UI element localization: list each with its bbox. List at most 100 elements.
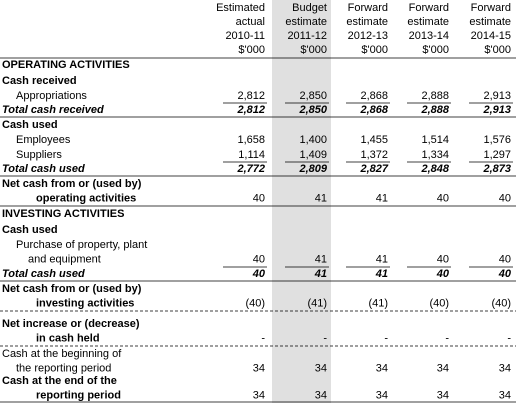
column-header: Estimated xyxy=(216,2,265,14)
row-label: OPERATING ACTIVITIES xyxy=(2,59,130,71)
cell-value: 2,848 xyxy=(420,163,449,175)
row-label: Cash at the end of the xyxy=(2,375,117,387)
cell-value: 34 xyxy=(376,362,388,374)
cell-value: 1,297 xyxy=(483,149,511,161)
row-label: INVESTING ACTIVITIES xyxy=(2,208,124,220)
cell-value: 41 xyxy=(376,192,388,204)
column-header: estimate xyxy=(285,16,327,28)
cell-value: 41 xyxy=(314,268,327,280)
row-label: investing activities xyxy=(36,297,134,309)
cell-value: 40 xyxy=(499,253,511,265)
column-header: $'000 xyxy=(361,44,388,56)
column-header: estimate xyxy=(346,16,388,28)
cell-value: - xyxy=(323,332,327,344)
row-label: operating activities xyxy=(36,192,136,204)
row-label: Suppliers xyxy=(16,149,62,161)
cell-value: 1,114 xyxy=(238,149,265,161)
row-label: Cash at the beginning of xyxy=(2,348,122,360)
row-label: Net cash from or (used by) xyxy=(2,178,142,190)
cell-value: 1,400 xyxy=(299,134,327,146)
cell-value: 41 xyxy=(375,268,388,280)
column-header: 2012-13 xyxy=(348,30,388,42)
cell-value: 40 xyxy=(253,253,265,265)
row-label: Total cash used xyxy=(2,268,85,280)
column-header: 2013-14 xyxy=(409,30,449,42)
column-header: Forward xyxy=(471,2,511,14)
column-header: 2010-11 xyxy=(225,30,265,42)
cell-value: 40 xyxy=(252,268,266,280)
cell-value: 1,455 xyxy=(360,134,388,146)
row-label: Appropriations xyxy=(16,90,87,102)
cell-value: - xyxy=(507,332,511,344)
cell-value: (40) xyxy=(429,297,449,309)
cell-value: 2,812 xyxy=(236,104,265,116)
column-header: actual xyxy=(236,16,265,28)
column-shading xyxy=(272,0,331,403)
cell-value: 34 xyxy=(253,389,265,401)
column-header: Budget xyxy=(292,2,327,14)
cell-value: 2,888 xyxy=(420,104,449,116)
column-header: estimate xyxy=(407,16,449,28)
cell-value: 2,868 xyxy=(360,90,388,102)
cell-value: - xyxy=(261,332,265,344)
cell-value: 2,850 xyxy=(298,104,327,116)
cell-value: 34 xyxy=(315,389,327,401)
cell-value: - xyxy=(445,332,449,344)
cell-value: - xyxy=(384,332,388,344)
cell-value: 2,913 xyxy=(483,90,511,102)
row-label: Employees xyxy=(16,134,71,146)
column-header: $'000 xyxy=(484,44,511,56)
cell-value: 41 xyxy=(315,192,327,204)
row-label: Cash received xyxy=(2,75,77,87)
column-header: $'000 xyxy=(300,44,327,56)
column-header: 2014-15 xyxy=(471,30,511,42)
row-label: reporting period xyxy=(36,389,121,401)
cell-value: 1,334 xyxy=(421,149,449,161)
cell-value: 40 xyxy=(437,253,449,265)
cell-value: 34 xyxy=(315,362,327,374)
row-label: in cash held xyxy=(36,332,100,344)
cell-value: (40) xyxy=(491,297,511,309)
row-label: Net increase or (decrease) xyxy=(2,318,140,330)
row-label: Net cash from or (used by) xyxy=(2,283,142,295)
cell-value: (41) xyxy=(307,297,327,309)
cell-value: 1,372 xyxy=(360,149,388,161)
cell-value: 40 xyxy=(436,268,450,280)
cell-value: 2,827 xyxy=(359,163,388,175)
cell-value: 2,772 xyxy=(236,163,265,175)
row-label: Cash used xyxy=(2,224,58,236)
cell-value: 2,809 xyxy=(298,163,327,175)
column-header: Forward xyxy=(409,2,449,14)
column-header: 2011-12 xyxy=(287,30,327,42)
cell-value: 34 xyxy=(253,362,265,374)
cell-value: 2,812 xyxy=(237,90,265,102)
row-label: Cash used xyxy=(2,119,58,131)
row-label: the reporting period xyxy=(16,362,111,374)
cell-value: (40) xyxy=(245,297,265,309)
cell-value: 34 xyxy=(437,389,449,401)
cell-value: 40 xyxy=(253,192,265,204)
row-label: Total cash received xyxy=(2,104,104,116)
cell-value: 41 xyxy=(315,253,327,265)
column-header: $'000 xyxy=(238,44,265,56)
cell-value: 2,873 xyxy=(482,163,511,175)
cell-value: 34 xyxy=(376,389,388,401)
cell-value: 40 xyxy=(498,268,512,280)
cell-value: 34 xyxy=(499,362,511,374)
cell-value: 41 xyxy=(376,253,388,265)
cell-value: 1,514 xyxy=(421,134,449,146)
row-label: Total cash used xyxy=(2,163,85,175)
cell-value: 1,409 xyxy=(299,149,327,161)
cell-value: 2,888 xyxy=(421,90,449,102)
column-header: Forward xyxy=(348,2,388,14)
cell-value: 2,868 xyxy=(359,104,388,116)
row-label: Purchase of property, plant xyxy=(16,239,147,251)
cell-value: 34 xyxy=(499,389,511,401)
cell-value: 40 xyxy=(437,192,449,204)
row-label: and equipment xyxy=(28,253,101,265)
cell-value: 2,913 xyxy=(482,104,511,116)
cell-value: (41) xyxy=(368,297,388,309)
cell-value: 2,850 xyxy=(299,90,327,102)
cell-value: 1,576 xyxy=(483,134,511,146)
